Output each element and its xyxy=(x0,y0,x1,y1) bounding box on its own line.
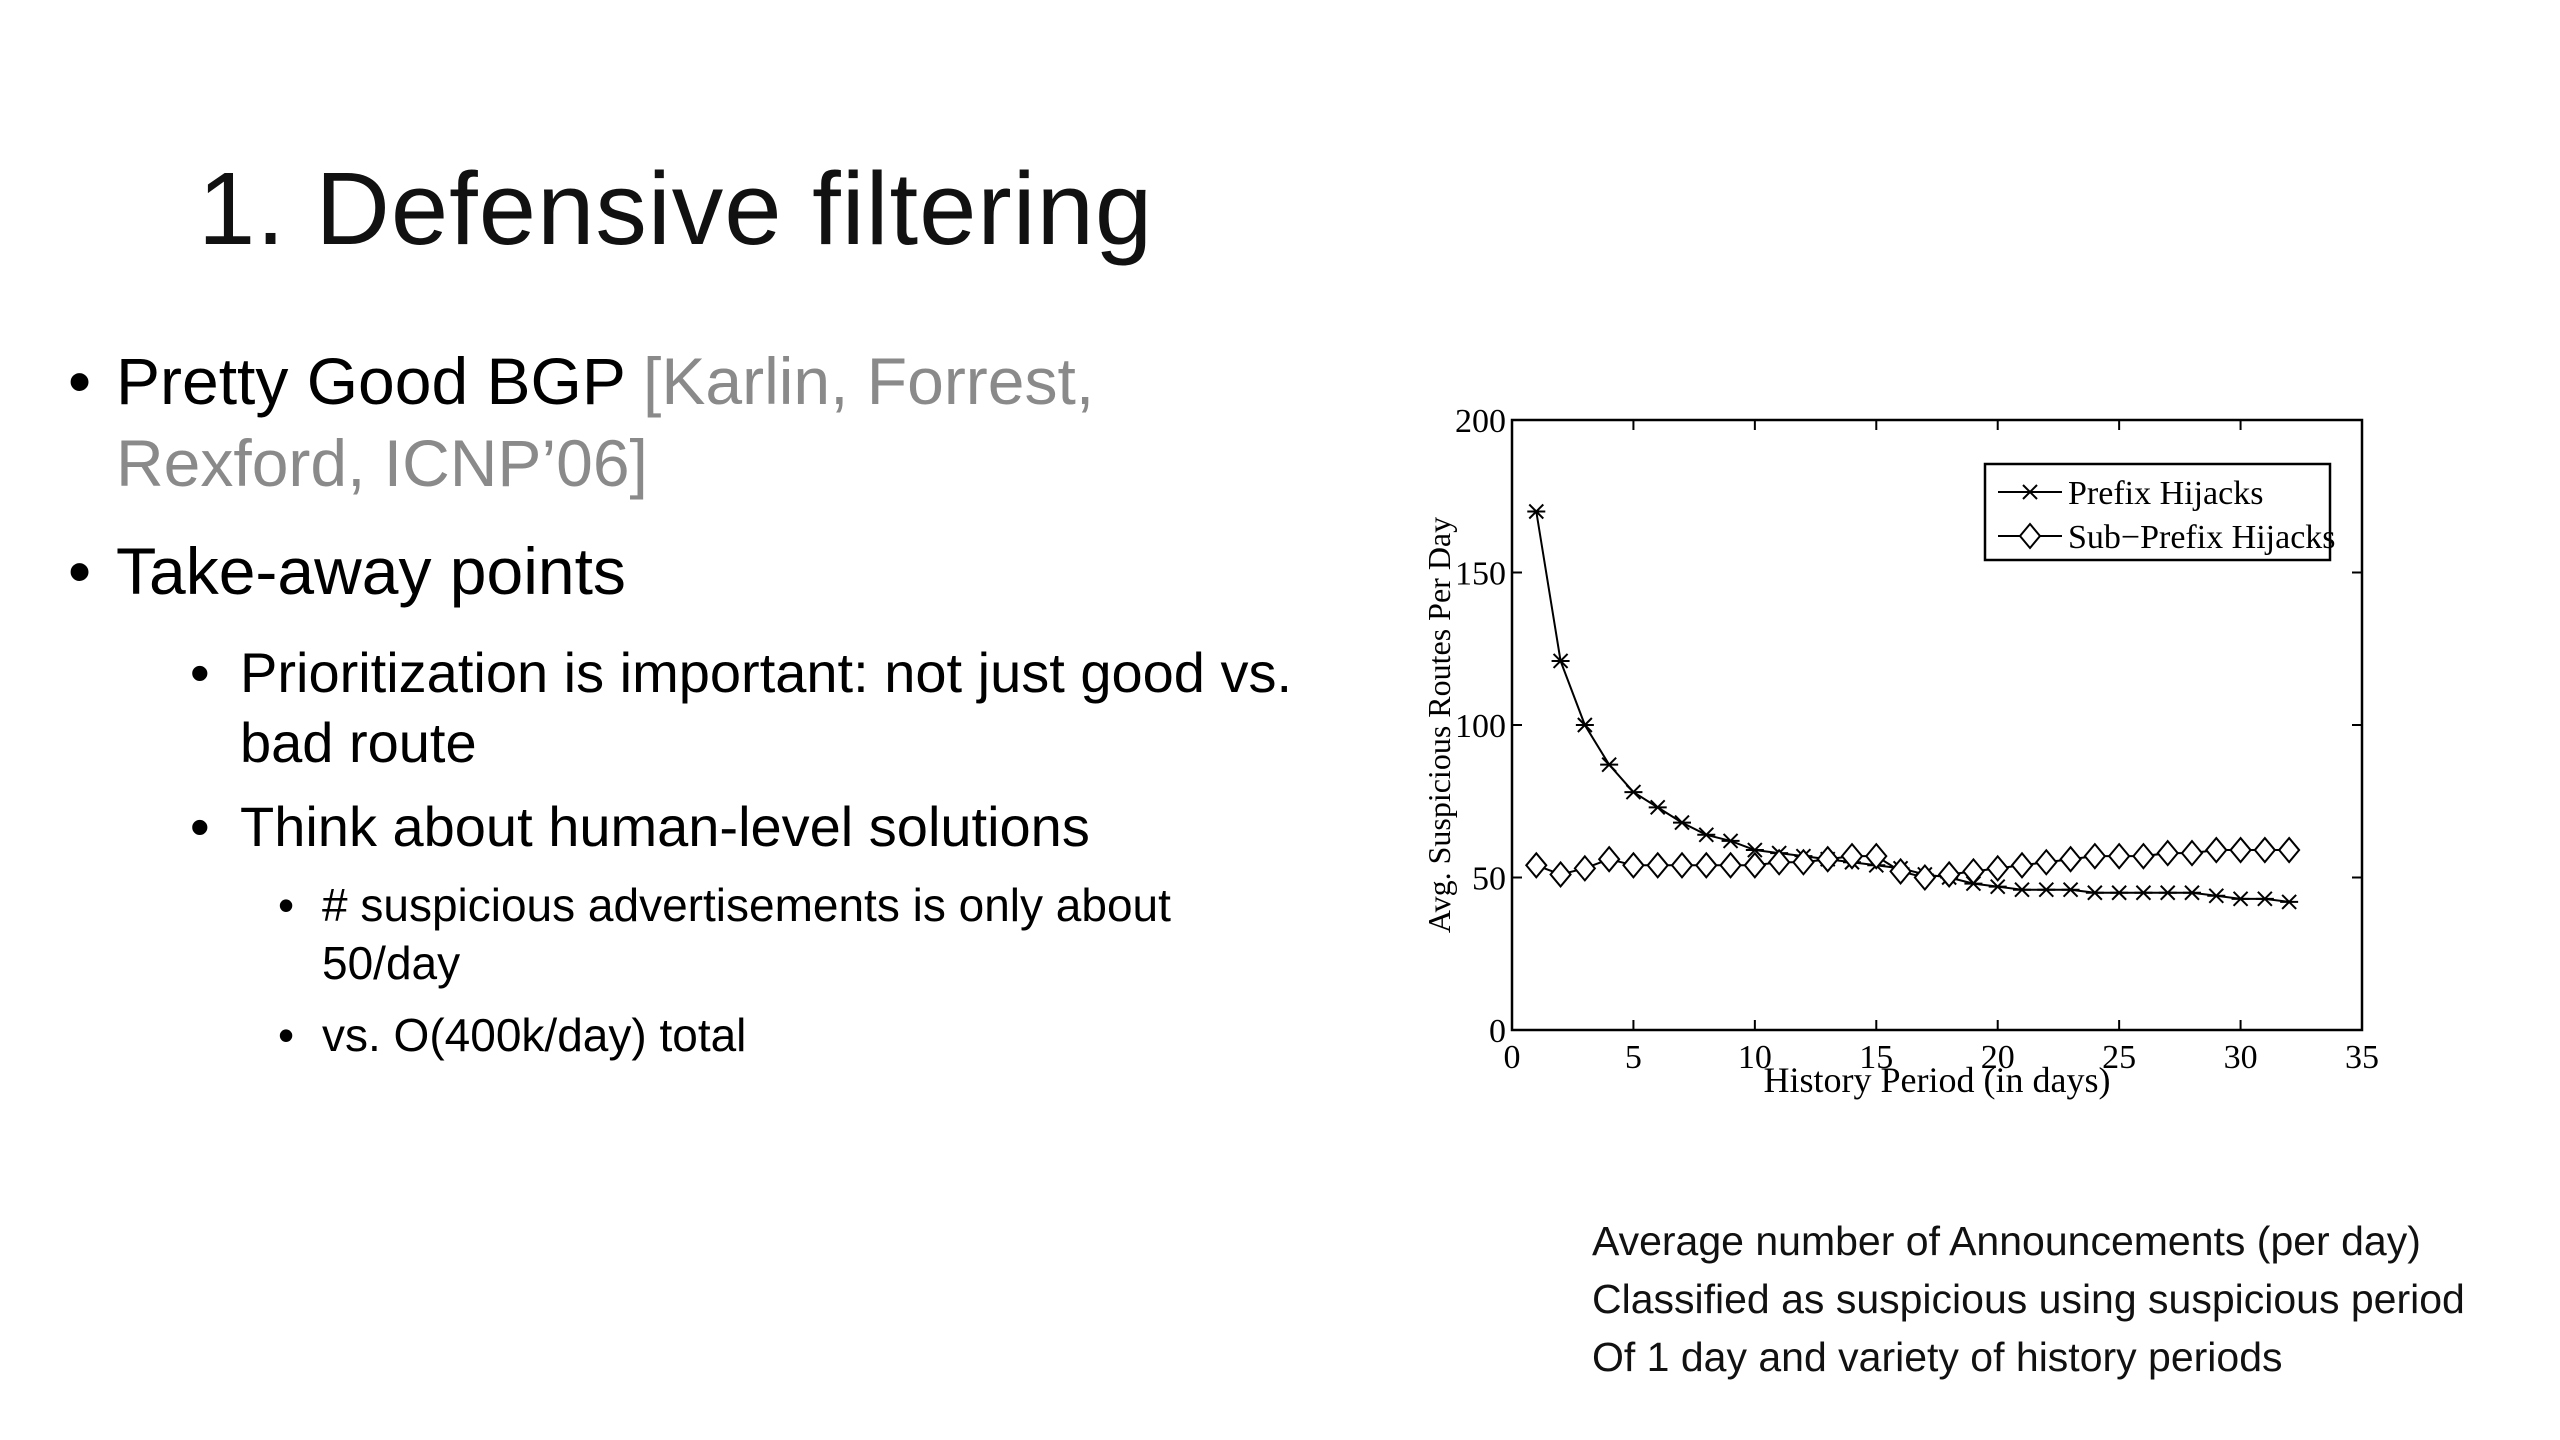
series-0-point-22 xyxy=(2061,881,2080,898)
series-0-point-2 xyxy=(1575,717,1594,733)
x-tick-label-4: 20 xyxy=(1981,1039,2015,1076)
series-1-point-21 xyxy=(2034,848,2058,876)
legend-box xyxy=(1983,462,2332,562)
series-0-point-31 xyxy=(2280,894,2299,910)
x-tick-label-5: 25 xyxy=(2102,1039,2136,1076)
series-1-point-4 xyxy=(1622,851,1645,879)
series-1-point-12 xyxy=(1816,845,1840,873)
series-0-point-6 xyxy=(1673,814,1691,831)
x-tick-label-7: 35 xyxy=(2345,1039,2379,1076)
series-0-point-4 xyxy=(1624,784,1643,800)
series-1-point-16 xyxy=(1913,863,1937,892)
x-tick-label-0: 0 xyxy=(1504,1039,1521,1076)
series-1-point-23 xyxy=(2083,842,2107,870)
series-1-point-27 xyxy=(2180,839,2204,867)
x-tick-label-6: 30 xyxy=(2224,1039,2258,1076)
series-1-point-31 xyxy=(2277,836,2301,864)
slide-title: 1. Defensive filtering xyxy=(198,151,1154,266)
series-0-point-8 xyxy=(1721,833,1740,849)
series-1-point-26 xyxy=(2156,839,2180,867)
bullet-suspicious-count: # suspicious advertisements is only abou… xyxy=(68,876,1308,992)
series-0-point-27 xyxy=(2183,885,2201,901)
series-1-point-13 xyxy=(1840,842,1864,870)
caption-line-3: Of 1 day and variety of history periods xyxy=(1592,1334,2283,1380)
series-0-point-26 xyxy=(2158,885,2177,901)
series-1-point-8 xyxy=(1719,851,1742,879)
series-0-point-0 xyxy=(1527,503,1546,520)
y-tick-label-4: 200 xyxy=(1455,403,1506,440)
legend-marker-subprefix xyxy=(2018,522,2042,550)
y-tick-label-2: 100 xyxy=(1455,708,1506,745)
series-1-point-14 xyxy=(1864,842,1888,870)
y-axis-label: Avg. Suspicious Routes Per Day xyxy=(1421,517,1457,933)
bullet-pgbgp: Pretty Good BGP [Karlin, Forrest, Rexfor… xyxy=(68,340,1308,504)
series-0-point-21 xyxy=(2037,881,2056,898)
series-1-point-7 xyxy=(1694,851,1718,879)
legend-marker-prefix xyxy=(2021,484,2039,500)
legend-marker-point-1 xyxy=(2018,522,2042,550)
series-0-point-23 xyxy=(2085,885,2104,901)
series-1-point-30 xyxy=(2253,836,2277,864)
series-0-point-30 xyxy=(2255,891,2274,907)
series-1-point-20 xyxy=(2010,851,2034,879)
series-0-point-29 xyxy=(2231,891,2250,907)
series-1-point-28 xyxy=(2204,836,2228,864)
series-1-point-17 xyxy=(1937,860,1961,889)
series-1-point-29 xyxy=(2229,836,2252,864)
series-1-point-0 xyxy=(1524,851,1548,879)
x-tick-label-1: 5 xyxy=(1625,1039,1642,1076)
chart: 0 5 10 15 20 25 30 35 0 50 100 150 200 History Perio… xyxy=(1400,380,2400,1120)
series-1-point-25 xyxy=(2132,842,2155,870)
bullet-total: vs. O(400k/day) total xyxy=(68,1006,1308,1064)
series-0-point-19 xyxy=(1988,878,2007,895)
legend-label-subprefix: Sub−Prefix Hijacks xyxy=(2068,519,2336,556)
series-1-point-9 xyxy=(1743,851,1767,879)
axis-ticks: 0 5 10 15 20 25 30 35 0 50 100 150 200 xyxy=(1455,403,2379,1076)
series-0-point-3 xyxy=(1600,756,1619,773)
bullet-takeaway: Take-away points xyxy=(68,530,1308,612)
citation: [Karlin, Forrest, Rexford, ICNP’06] xyxy=(116,344,1095,500)
series-1-point-24 xyxy=(2107,842,2131,870)
caption-line-2: Classified as suspicious using suspiciou… xyxy=(1592,1276,2465,1322)
y-tick-label-1: 50 xyxy=(1472,861,1506,898)
series-group xyxy=(1524,503,2301,910)
legend-label-prefix: Prefix Hijacks xyxy=(2068,475,2263,512)
x-tick-label-3: 15 xyxy=(1859,1039,1893,1076)
y-tick-label-0: 0 xyxy=(1489,1013,1506,1050)
series-1-point-18 xyxy=(1962,857,1985,885)
series-1-point-10 xyxy=(1767,848,1791,876)
series-0-point-7 xyxy=(1697,827,1716,843)
bullet-human-level: Think about human-level solutions xyxy=(68,792,1308,862)
series-1-point-2 xyxy=(1573,854,1597,882)
y-tick-label-3: 150 xyxy=(1455,556,1506,593)
series-1-point-11 xyxy=(1792,848,1815,876)
series-0-point-1 xyxy=(1551,653,1570,669)
legend: Prefix Hijacks Sub−Prefix Hijacks xyxy=(1983,462,2336,562)
x-axis-label: History Period (in days) xyxy=(1764,1060,2111,1100)
caption-line-1: Average number of Announcements (per day… xyxy=(1592,1218,2421,1264)
series-1-point-22 xyxy=(2059,845,2082,873)
series-1-point-5 xyxy=(1646,851,1670,879)
bullet-prioritization: Prioritization is important: not just go… xyxy=(68,638,1308,778)
series-1-point-3 xyxy=(1597,845,1621,873)
series-0-point-25 xyxy=(2134,885,2153,901)
series-1-point-19 xyxy=(1986,854,2010,882)
chart-svg: 0 5 10 15 20 25 30 35 0 50 100 150 200 History Perio… xyxy=(1421,403,2379,1100)
bullet-list: Pretty Good BGP [Karlin, Forrest, Rexfor… xyxy=(68,340,1308,1078)
series-1-point-6 xyxy=(1670,851,1694,879)
bullet-pgbgp-text: Pretty Good BGP xyxy=(116,344,644,418)
series-0-point-9 xyxy=(1745,842,1764,858)
legend-marker-point-0 xyxy=(2021,484,2039,500)
series-0-point-5 xyxy=(1648,799,1667,816)
series-0-point-24 xyxy=(2110,885,2129,901)
x-tick-label-2: 10 xyxy=(1738,1039,1772,1076)
series-0-point-20 xyxy=(2013,881,2031,898)
series-1-point-1 xyxy=(1549,860,1572,889)
series-1-point-15 xyxy=(1889,857,1912,885)
series-0-point-28 xyxy=(2207,888,2226,904)
series-line-0 xyxy=(1535,511,2290,903)
figure-caption: Average number of Announcements (per day… xyxy=(1592,1212,2552,1386)
